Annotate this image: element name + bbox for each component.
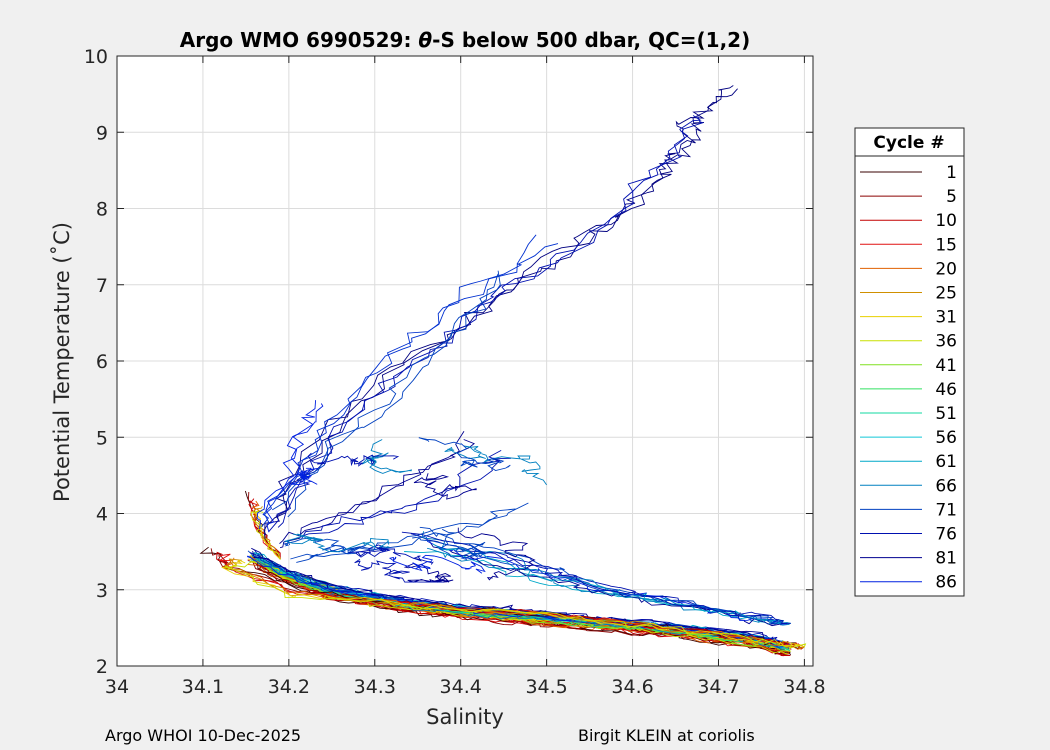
profile-line xyxy=(438,528,487,561)
legend-entry-label: 76 xyxy=(935,525,957,545)
profile-line xyxy=(250,500,281,560)
title-suffix: -S below 500 dbar, QC=(1,2) xyxy=(432,28,750,52)
profile-line xyxy=(249,560,788,655)
profile-line xyxy=(290,502,529,560)
profile-line xyxy=(220,559,805,648)
x-tick-label: 34.7 xyxy=(697,676,739,698)
profile-line xyxy=(256,403,324,530)
legend-entry-label: 25 xyxy=(935,284,957,304)
profile-line xyxy=(299,450,502,538)
legend-entry-label: 10 xyxy=(935,211,957,231)
x-tick-label: 34.5 xyxy=(525,676,567,698)
legend-title: Cycle # xyxy=(873,133,944,153)
profile-line xyxy=(265,400,317,533)
profile-line xyxy=(388,554,486,574)
profile-line xyxy=(307,452,400,467)
legend-entry-label: 86 xyxy=(935,573,957,593)
profile-line xyxy=(252,550,783,646)
profile-line xyxy=(296,508,516,563)
legend-entry-label: 71 xyxy=(935,500,957,520)
profile-line xyxy=(225,558,805,650)
profile-line xyxy=(271,273,499,511)
x-tick-label: 34.3 xyxy=(354,676,396,698)
legend-entry-label: 46 xyxy=(935,380,957,400)
profile-line xyxy=(264,88,738,539)
y-tick-label: 4 xyxy=(96,504,108,526)
footer-left: Argo WHOI 10-Dec-2025 xyxy=(105,726,302,745)
x-tick-label: 34.2 xyxy=(268,676,310,698)
profile-line xyxy=(403,562,454,583)
y-tick-label: 6 xyxy=(96,351,108,373)
y-tick-label: 10 xyxy=(84,46,108,68)
legend-entry-label: 5 xyxy=(946,187,957,207)
legend-entry-label: 61 xyxy=(935,452,957,472)
profile-line xyxy=(247,559,791,656)
legend-entry-label: 36 xyxy=(935,332,957,352)
profile-line xyxy=(279,430,465,544)
chart-title: Argo WMO 6990529: θ-S below 500 dbar, QC… xyxy=(180,28,750,52)
legend-box xyxy=(854,127,965,597)
legend-entry-label: 81 xyxy=(935,549,957,569)
x-axis-label: Salinity xyxy=(426,705,504,729)
profile-lines xyxy=(199,85,807,657)
title-prefix: Argo WMO 6990529: xyxy=(180,28,419,52)
profile-line xyxy=(251,500,281,560)
legend: Cycle # 15101520253136414651566166717681… xyxy=(854,127,965,597)
x-axis-ticks: 34 34.1 34.2 34.3 34.4 34.5 34.6 34.7 34.8 xyxy=(105,56,826,698)
x-tick-label: 34.6 xyxy=(611,676,653,698)
profile-line xyxy=(261,243,559,528)
profile-line xyxy=(418,437,511,471)
profile-line xyxy=(413,473,477,500)
legend-entry-label: 51 xyxy=(935,404,957,424)
profile-line xyxy=(252,506,281,560)
y-axis-ticks: 2 3 4 5 6 7 8 9 10 xyxy=(84,46,813,678)
legend-entry-label: 56 xyxy=(935,428,957,448)
x-tick-label: 34.4 xyxy=(440,676,482,698)
y-axis-label: Potential Temperature (˚C) xyxy=(50,222,74,502)
profile-line xyxy=(224,561,807,649)
profile-line xyxy=(263,85,734,536)
profile-line xyxy=(457,527,536,581)
profile-line xyxy=(287,270,501,518)
legend-entry-label: 15 xyxy=(935,235,957,255)
profile-line xyxy=(251,547,788,645)
y-tick-label: 7 xyxy=(96,275,108,297)
profile-line xyxy=(412,536,782,626)
y-tick-label: 8 xyxy=(96,199,108,221)
x-tick-label: 34 xyxy=(105,676,129,698)
legend-entry-label: 41 xyxy=(935,356,957,376)
legend-entry-label: 31 xyxy=(935,308,957,328)
profile-line xyxy=(222,557,805,650)
profile-line xyxy=(283,533,390,553)
y-tick-label: 2 xyxy=(96,656,108,678)
y-tick-label: 9 xyxy=(96,122,108,144)
profile-line xyxy=(279,439,475,549)
y-tick-label: 5 xyxy=(96,427,108,449)
profile-line xyxy=(354,558,444,583)
profile-line xyxy=(268,115,702,532)
profile-line xyxy=(290,467,318,485)
legend-entry-label: 1 xyxy=(946,163,957,183)
profile-line xyxy=(444,445,547,486)
legend-entry-label: 66 xyxy=(935,476,957,496)
x-tick-label: 34.8 xyxy=(783,676,825,698)
profile-line xyxy=(401,531,791,624)
x-tick-label: 34.1 xyxy=(182,676,224,698)
profile-line xyxy=(361,439,413,474)
footer-right: Birgit KLEIN at coriolis xyxy=(578,726,755,745)
title-theta: θ xyxy=(418,28,432,52)
legend-entry-label: 20 xyxy=(935,259,957,279)
y-tick-label: 3 xyxy=(96,580,108,602)
profile-line xyxy=(432,543,790,625)
